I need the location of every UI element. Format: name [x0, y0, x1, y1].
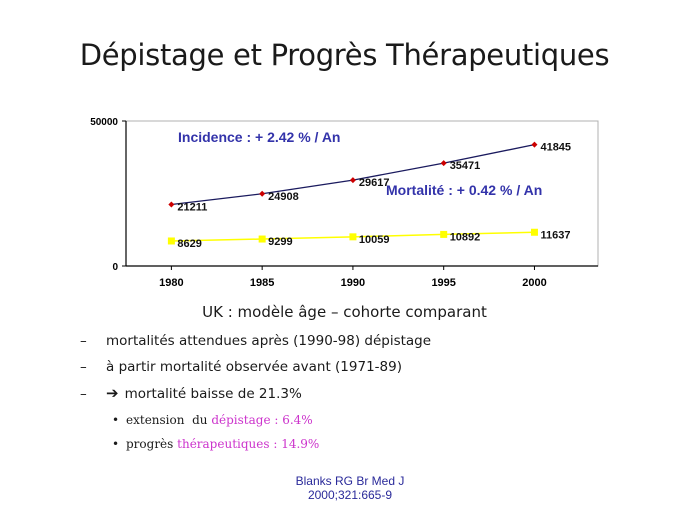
slide-subtitle: UK : modèle âge – cohorte comparant — [202, 303, 487, 321]
data-label-mortalite: 9299 — [268, 236, 292, 248]
x-tick-label: 1980 — [159, 277, 183, 289]
data-label-mortalite: 8629 — [177, 238, 201, 250]
line-chart: 0 50000 1980 1985 1990 1995 2000 21211 24908 296… — [90, 117, 599, 289]
sub-bullet-prefix: progrès — [126, 437, 178, 451]
sub-bullet-list: • extension du dépistage : 6.4% • progrès … — [112, 410, 319, 458]
citation-line: Blanks RG Br Med J — [295, 474, 405, 488]
data-label-mortalite: 10892 — [450, 231, 481, 243]
y-tick-label: 50000 — [90, 117, 118, 128]
x-tick-label: 1990 — [341, 277, 365, 289]
bullet-marker: – — [80, 359, 87, 375]
bullet-text: mortalité baisse de 21.3% — [124, 386, 302, 402]
bullet-item: – mortalités attendues après (1990-98) dé… — [80, 330, 431, 356]
y-tick-label: 0 — [112, 262, 118, 273]
sub-bullet-highlight: thérapeutiques : 14.9% — [177, 437, 320, 451]
bullet-text: à partir mortalité observée avant (1971-… — [106, 359, 402, 375]
citation-line: 2000;321:665-9 — [307, 488, 393, 502]
sub-bullet-prefix: extension du — [126, 413, 212, 427]
right-arrow-icon: ➔ — [106, 384, 119, 402]
data-point-incidence — [259, 190, 266, 197]
data-point-mortalite — [258, 235, 266, 243]
citation: Blanks RG Br Med J 2000;321:665-9 — [250, 474, 450, 502]
bullet-dot-icon: • — [112, 413, 120, 427]
x-tick-label: 1985 — [250, 277, 274, 289]
chart-axes: 0 50000 1980 1985 1990 1995 2000 — [90, 117, 599, 289]
annotation-mortalite: Mortalité : + 0.42 % / An — [386, 182, 542, 198]
data-point-incidence — [168, 201, 175, 208]
data-label-incidence: 29617 — [359, 177, 390, 189]
data-point-mortalite — [440, 230, 448, 238]
chart-marks: 21211 24908 29617 35471 41845 8629 9299 10059 10… — [167, 129, 571, 250]
bullet-dot-icon: • — [112, 437, 120, 451]
data-label-incidence: 21211 — [177, 201, 207, 213]
sub-bullet-highlight: dépistage : 6.4% — [211, 413, 313, 427]
data-point-mortalite — [349, 233, 357, 241]
annotation-incidence: Incidence : + 2.42 % / An — [178, 129, 340, 145]
data-label-mortalite: 11637 — [540, 229, 570, 241]
data-label-incidence: 24908 — [268, 191, 299, 203]
bullet-item: – à partir mortalité observée avant (1971… — [80, 356, 431, 382]
bullet-list: – mortalités attendues après (1990-98) dé… — [80, 330, 431, 408]
data-label-mortalite: 10059 — [359, 234, 390, 246]
data-point-mortalite — [167, 237, 175, 245]
bullet-marker: – — [80, 333, 87, 349]
sub-bullet-item: • progrès thérapeutiques : 14.9% — [112, 434, 319, 458]
data-label-incidence: 35471 — [450, 160, 481, 172]
data-label-incidence: 41845 — [540, 142, 571, 154]
bullet-item: – ➔ mortalité baisse de 21.3% — [80, 382, 431, 408]
slide-title: Dépistage et Progrès Thérapeutiques — [79, 38, 610, 72]
data-point-incidence — [349, 177, 356, 184]
sub-bullet-item: • extension du dépistage : 6.4% — [112, 410, 319, 434]
bullet-text: mortalités attendues après (1990-98) dép… — [106, 333, 432, 349]
x-tick-label: 1995 — [431, 277, 455, 289]
data-point-mortalite — [530, 228, 538, 236]
x-tick-label: 2000 — [522, 277, 546, 289]
bullet-marker: – — [80, 386, 87, 402]
data-point-incidence — [531, 141, 538, 148]
data-point-incidence — [440, 160, 447, 167]
